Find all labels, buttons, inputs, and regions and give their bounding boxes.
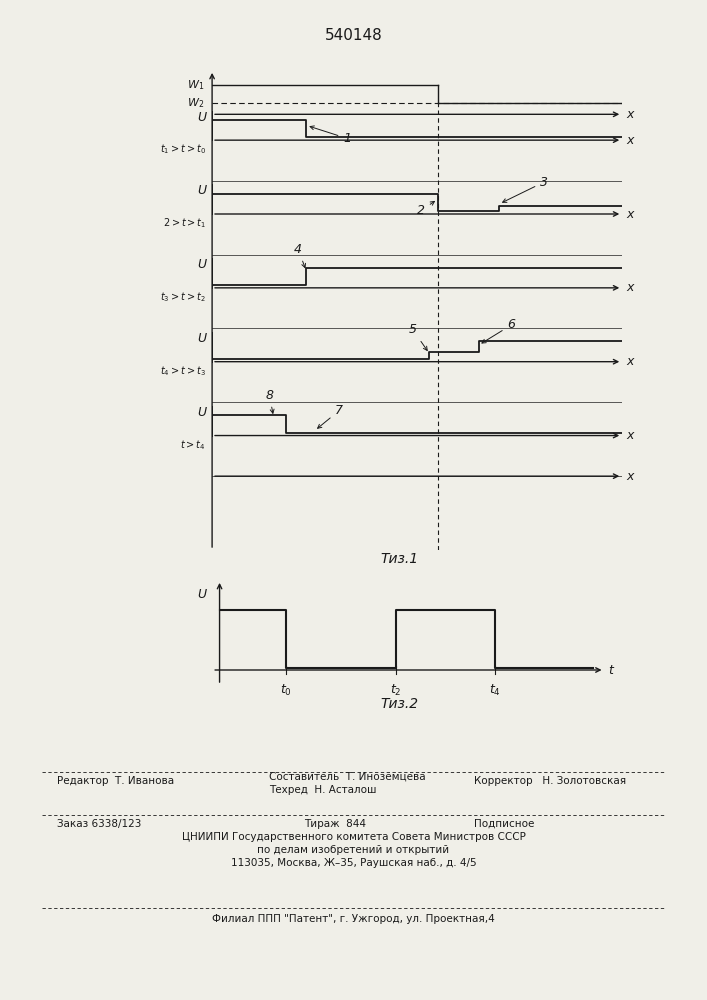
Text: Составитель  Т. Иноземцева: Составитель Т. Иноземцева bbox=[269, 772, 426, 782]
Text: 113035, Москва, Ж–35, Раушская наб., д. 4/5: 113035, Москва, Ж–35, Раушская наб., д. … bbox=[230, 858, 477, 868]
Text: Τиз.1: Τиз.1 bbox=[380, 552, 419, 566]
Text: U: U bbox=[197, 184, 206, 197]
Text: $t_4>t>t_3$: $t_4>t>t_3$ bbox=[160, 364, 206, 378]
Text: $W_1$: $W_1$ bbox=[187, 78, 204, 92]
Text: $t_3>t>t_2$: $t_3>t>t_2$ bbox=[160, 290, 206, 304]
Text: x: x bbox=[626, 281, 633, 294]
Text: Тираж  844: Тираж 844 bbox=[304, 819, 366, 829]
Text: Заказ 6338/123: Заказ 6338/123 bbox=[57, 819, 141, 829]
Text: Редактор  Т. Иванова: Редактор Т. Иванова bbox=[57, 776, 174, 786]
Text: $t_1>t>t_0$: $t_1>t>t_0$ bbox=[160, 142, 206, 156]
Text: x: x bbox=[626, 470, 633, 483]
Text: $t>t_4$: $t>t_4$ bbox=[180, 438, 206, 452]
Text: Τиз.2: Τиз.2 bbox=[380, 697, 419, 711]
Text: $t_2$: $t_2$ bbox=[390, 682, 402, 698]
Text: U: U bbox=[197, 258, 206, 271]
Text: U: U bbox=[197, 332, 206, 345]
Text: 5: 5 bbox=[409, 323, 427, 350]
Text: U: U bbox=[197, 111, 206, 124]
Text: $2>t>t_1$: $2>t>t_1$ bbox=[163, 216, 206, 230]
Text: $t_0$: $t_0$ bbox=[279, 682, 291, 698]
Text: 8: 8 bbox=[265, 389, 274, 413]
Text: ЦНИИПИ Государственного комитета Совета Министров СССР: ЦНИИПИ Государственного комитета Совета … bbox=[182, 832, 525, 842]
Text: 6: 6 bbox=[482, 318, 515, 343]
Text: U: U bbox=[198, 587, 206, 600]
Text: $t_4$: $t_4$ bbox=[489, 682, 501, 698]
Text: 3: 3 bbox=[503, 176, 548, 202]
Text: x: x bbox=[626, 108, 633, 121]
Text: x: x bbox=[626, 208, 633, 221]
Text: $W_2$: $W_2$ bbox=[187, 96, 204, 110]
Text: x: x bbox=[626, 429, 633, 442]
Text: Филиал ППП "Патент", г. Ужгород, ул. Проектная,4: Филиал ППП "Патент", г. Ужгород, ул. Про… bbox=[212, 914, 495, 924]
Text: 7: 7 bbox=[317, 404, 343, 428]
Text: Корректор   Н. Золотовская: Корректор Н. Золотовская bbox=[474, 776, 626, 786]
Text: t: t bbox=[608, 664, 613, 676]
Text: по делам изобретений и открытий: по делам изобретений и открытий bbox=[257, 845, 450, 855]
Text: Техред  Н. Асталош: Техред Н. Асталош bbox=[269, 785, 376, 795]
Text: 4: 4 bbox=[294, 243, 305, 268]
Text: x: x bbox=[626, 134, 633, 147]
Text: x: x bbox=[626, 355, 633, 368]
Text: U: U bbox=[197, 406, 206, 419]
Text: 540148: 540148 bbox=[325, 28, 382, 43]
Text: 2: 2 bbox=[417, 201, 434, 217]
Text: Подписное: Подписное bbox=[474, 819, 534, 829]
Text: 1: 1 bbox=[310, 126, 351, 145]
